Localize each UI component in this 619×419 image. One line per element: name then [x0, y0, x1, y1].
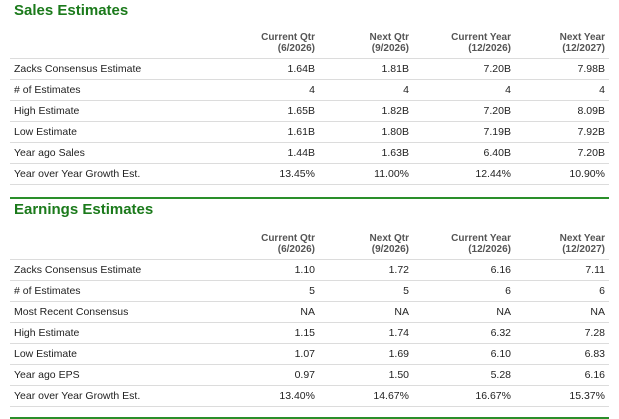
cell-value: 1.69 — [319, 343, 413, 365]
cell-value: 0.97 — [225, 364, 319, 386]
row-label: Zacks Consensus Estimate — [10, 58, 225, 80]
cell-value: 1.72 — [319, 259, 413, 281]
earnings-estimates-table: Current Qtr (6/2026) Next Qtr (9/2026) Cur… — [10, 229, 609, 407]
cell-value: 5 — [225, 280, 319, 302]
header-blank — [10, 28, 225, 59]
cell-value: 7.20B — [413, 58, 515, 80]
cell-value: 7.20B — [515, 142, 609, 164]
cell-value: 6 — [515, 280, 609, 302]
header-current-qtr: Current Qtr (6/2026) — [261, 32, 315, 54]
sales-estimates-title: Sales Estimates — [14, 2, 129, 19]
row-label: High Estimate — [10, 322, 225, 344]
cell-value: 6.10 — [413, 343, 515, 365]
cell-value: 1.15 — [225, 322, 319, 344]
sales-estimates-section: Sales Estimates Current Qtr (6/2026) Next… — [0, 0, 619, 185]
row-label: Year over Year Growth Est. — [10, 385, 225, 407]
table-header-row: Current Qtr (6/2026) Next Qtr (9/2026) Cur… — [10, 229, 609, 260]
row-label: # of Estimates — [10, 280, 225, 302]
cell-value: 13.45% — [225, 163, 319, 185]
cell-value: 1.82B — [319, 100, 413, 122]
cell-value: NA — [413, 301, 515, 323]
table-row: Low Estimate 1.61B 1.80B 7.19B 7.92B — [10, 121, 609, 143]
row-label: Low Estimate — [10, 343, 225, 365]
cell-value: 7.20B — [413, 100, 515, 122]
cell-value: 7.11 — [515, 259, 609, 281]
cell-value: 11.00% — [319, 163, 413, 185]
cell-value: 5 — [319, 280, 413, 302]
cell-value: 7.92B — [515, 121, 609, 143]
cell-value: 6.16 — [515, 364, 609, 386]
cell-value: 10.90% — [515, 163, 609, 185]
cell-value: 1.81B — [319, 58, 413, 80]
earnings-estimates-title: Earnings Estimates — [10, 197, 609, 229]
cell-value: NA — [515, 301, 609, 323]
table-row: Year over Year Growth Est. 13.45% 11.00%… — [10, 163, 609, 185]
header-next-year: Next Year (12/2027) — [559, 32, 605, 54]
table-row: # of Estimates 5 5 6 6 — [10, 280, 609, 302]
cell-value: 6.83 — [515, 343, 609, 365]
cell-value: 15.37% — [515, 385, 609, 407]
table-row: Year ago Sales 1.44B 1.63B 6.40B 7.20B — [10, 142, 609, 164]
sales-estimates-table: Current Qtr (6/2026) Next Qtr (9/2026) Cur… — [10, 28, 609, 185]
cell-value: 1.61B — [225, 121, 319, 143]
header-current-year: Current Year (12/2026) — [451, 233, 511, 255]
header-next-year: Next Year (12/2027) — [559, 233, 605, 255]
header-current-year: Current Year (12/2026) — [451, 32, 511, 54]
row-label: Zacks Consensus Estimate — [10, 259, 225, 281]
table-row: High Estimate 1.15 1.74 6.32 7.28 — [10, 322, 609, 344]
cell-value: 1.74 — [319, 322, 413, 344]
table-row: Year ago EPS 0.97 1.50 5.28 6.16 — [10, 364, 609, 386]
cell-value: 8.09B — [515, 100, 609, 122]
row-label: High Estimate — [10, 100, 225, 122]
header-current-qtr: Current Qtr (6/2026) — [261, 233, 315, 255]
cell-value: 16.67% — [413, 385, 515, 407]
table-row: Year over Year Growth Est. 13.40% 14.67%… — [10, 385, 609, 407]
cell-value: 14.67% — [319, 385, 413, 407]
row-label: Year ago EPS — [10, 364, 225, 386]
cell-value: 5.28 — [413, 364, 515, 386]
cell-value: 13.40% — [225, 385, 319, 407]
cell-value: 1.65B — [225, 100, 319, 122]
earnings-estimates-section: Earnings Estimates Current Qtr (6/2026) N… — [0, 197, 619, 407]
cell-value: 6.32 — [413, 322, 515, 344]
cell-value: NA — [319, 301, 413, 323]
cell-value: 1.44B — [225, 142, 319, 164]
cell-value: 1.80B — [319, 121, 413, 143]
row-label: Low Estimate — [10, 121, 225, 143]
table-row: Low Estimate 1.07 1.69 6.10 6.83 — [10, 343, 609, 365]
row-label: Year over Year Growth Est. — [10, 163, 225, 185]
cell-value: 4 — [225, 79, 319, 101]
cell-value: 1.10 — [225, 259, 319, 281]
header-next-qtr: Next Qtr (9/2026) — [369, 233, 409, 255]
table-header-row: Current Qtr (6/2026) Next Qtr (9/2026) Cur… — [10, 28, 609, 59]
cell-value: NA — [225, 301, 319, 323]
cell-value: 1.50 — [319, 364, 413, 386]
cell-value: 4 — [515, 79, 609, 101]
table-row: Most Recent Consensus NA NA NA NA — [10, 301, 609, 323]
cell-value: 4 — [413, 79, 515, 101]
cell-value: 1.07 — [225, 343, 319, 365]
cell-value: 6 — [413, 280, 515, 302]
cell-value: 12.44% — [413, 163, 515, 185]
cell-value: 7.98B — [515, 58, 609, 80]
cell-value: 4 — [319, 79, 413, 101]
table-row: High Estimate 1.65B 1.82B 7.20B 8.09B — [10, 100, 609, 122]
header-next-qtr: Next Qtr (9/2026) — [369, 32, 409, 54]
row-label: Year ago Sales — [10, 142, 225, 164]
header-blank — [10, 229, 225, 260]
cell-value: 7.28 — [515, 322, 609, 344]
cell-value: 6.16 — [413, 259, 515, 281]
table-row: Zacks Consensus Estimate 1.64B 1.81B 7.2… — [10, 58, 609, 80]
cell-value: 1.64B — [225, 58, 319, 80]
cell-value: 6.40B — [413, 142, 515, 164]
row-label: Most Recent Consensus — [10, 301, 225, 323]
table-row: Zacks Consensus Estimate 1.10 1.72 6.16 … — [10, 259, 609, 281]
cell-value: 1.63B — [319, 142, 413, 164]
row-label: # of Estimates — [10, 79, 225, 101]
cell-value: 7.19B — [413, 121, 515, 143]
table-row: # of Estimates 4 4 4 4 — [10, 79, 609, 101]
